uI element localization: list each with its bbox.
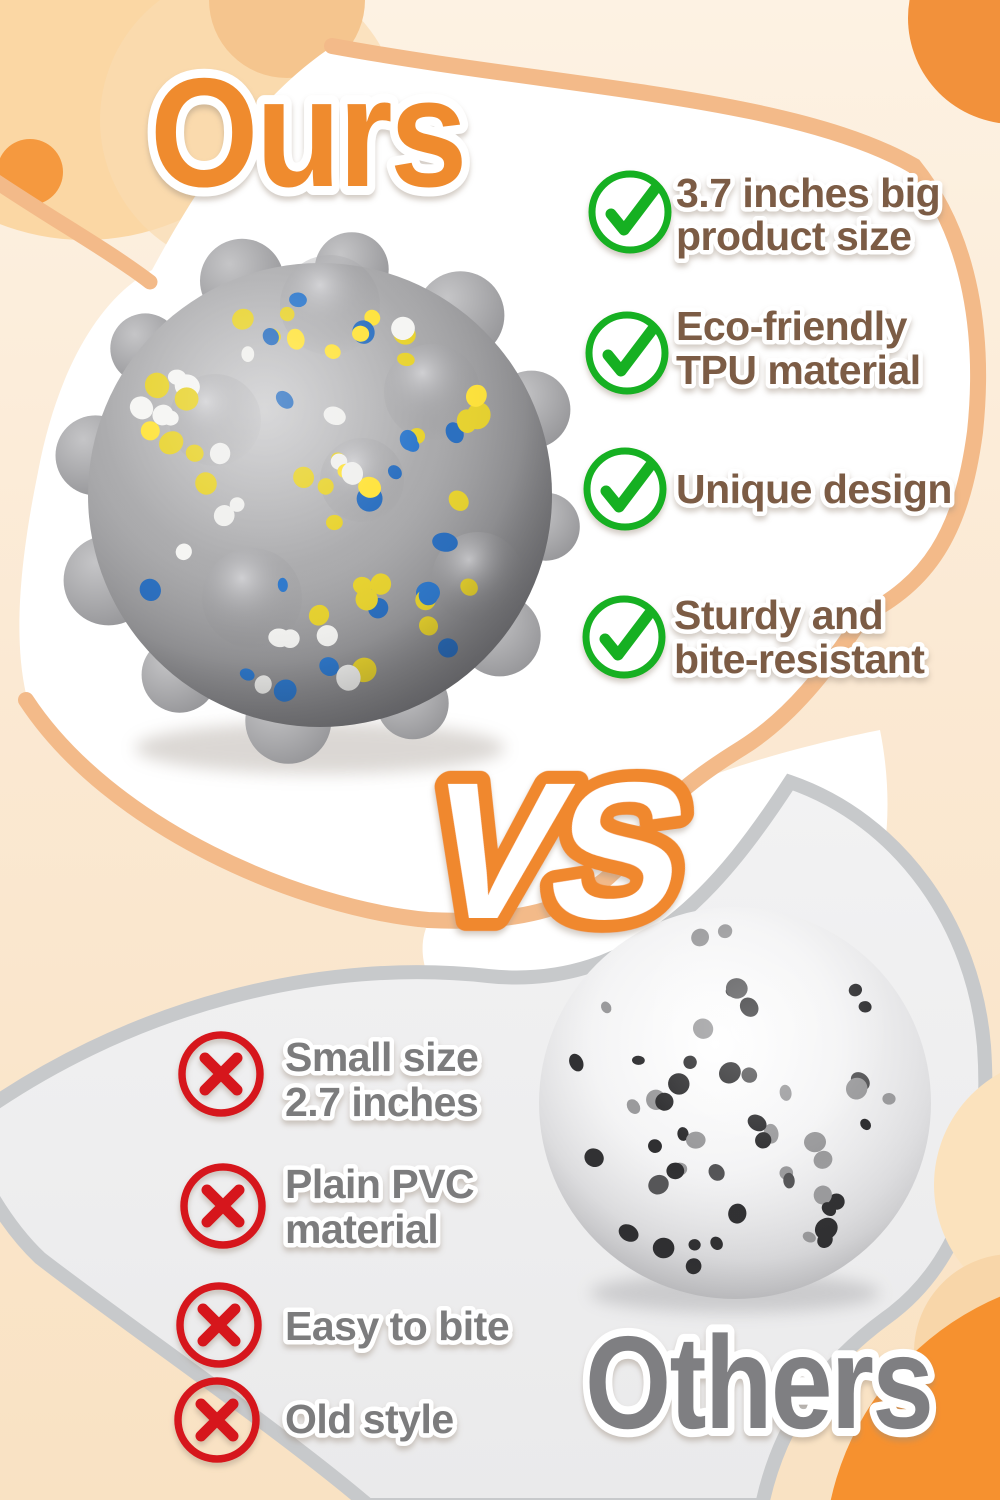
feature-line: product size	[676, 213, 911, 259]
tan-outline-stroke	[18, 38, 987, 929]
check-circle-icon	[583, 447, 667, 531]
check-circle-icon	[585, 311, 669, 395]
ours-ball-image	[55, 232, 580, 774]
drawback-line: 2.7 inches	[285, 1079, 478, 1125]
drawback-line: Small size	[285, 1034, 478, 1080]
feature-item: Unique design	[583, 447, 957, 531]
drawback-line: Old style	[285, 1396, 454, 1442]
orange-circle-bottom-right	[830, 1296, 1000, 1500]
drawback-item: Small size 2.7 inches	[178, 1030, 483, 1130]
check-circle-icon	[588, 170, 672, 254]
drawback-item: Plain PVC material	[180, 1157, 479, 1257]
tan-stroke-top-left	[0, 174, 158, 290]
drawback-line: Easy to bite	[285, 1303, 509, 1349]
feature-line: TPU material	[676, 347, 921, 393]
feature-line: Eco-friendly	[676, 303, 908, 349]
others-drawback-list: Small size 2.7 inches Plain PVC material…	[174, 1030, 514, 1463]
feature-item: 3.7 inches big product size	[588, 166, 945, 264]
ours-feature-list: 3.7 inches big product size Eco-friendly…	[582, 166, 957, 687]
drawback-item: Easy to bite	[176, 1282, 514, 1368]
x-circle-icon	[178, 1031, 264, 1117]
feature-line: Unique design	[676, 466, 952, 512]
x-circle-icon	[180, 1163, 266, 1249]
decor-circles-bottom	[830, 1073, 1000, 1500]
drawback-line: Plain PVC	[285, 1161, 474, 1207]
drawback-item: Old style	[174, 1377, 459, 1463]
others-ball-image	[539, 907, 931, 1313]
ours-title: Ours	[150, 47, 465, 219]
x-circle-icon	[174, 1377, 260, 1463]
vs-label: VS	[409, 741, 700, 960]
ours-ball-shading	[88, 263, 552, 727]
check-circle-icon	[582, 595, 666, 679]
feature-line: Sturdy and	[674, 592, 883, 638]
feature-line: bite-resistant	[674, 636, 925, 682]
feature-line: 3.7 inches big	[676, 170, 940, 216]
others-ball-shading	[539, 907, 931, 1299]
others-title: Others	[585, 1309, 932, 1456]
feature-item: Sturdy and bite-resistant	[582, 588, 930, 687]
feature-item: Eco-friendly TPU material	[585, 299, 926, 398]
x-circle-icon	[176, 1282, 262, 1368]
drawback-line: material	[285, 1206, 438, 1252]
